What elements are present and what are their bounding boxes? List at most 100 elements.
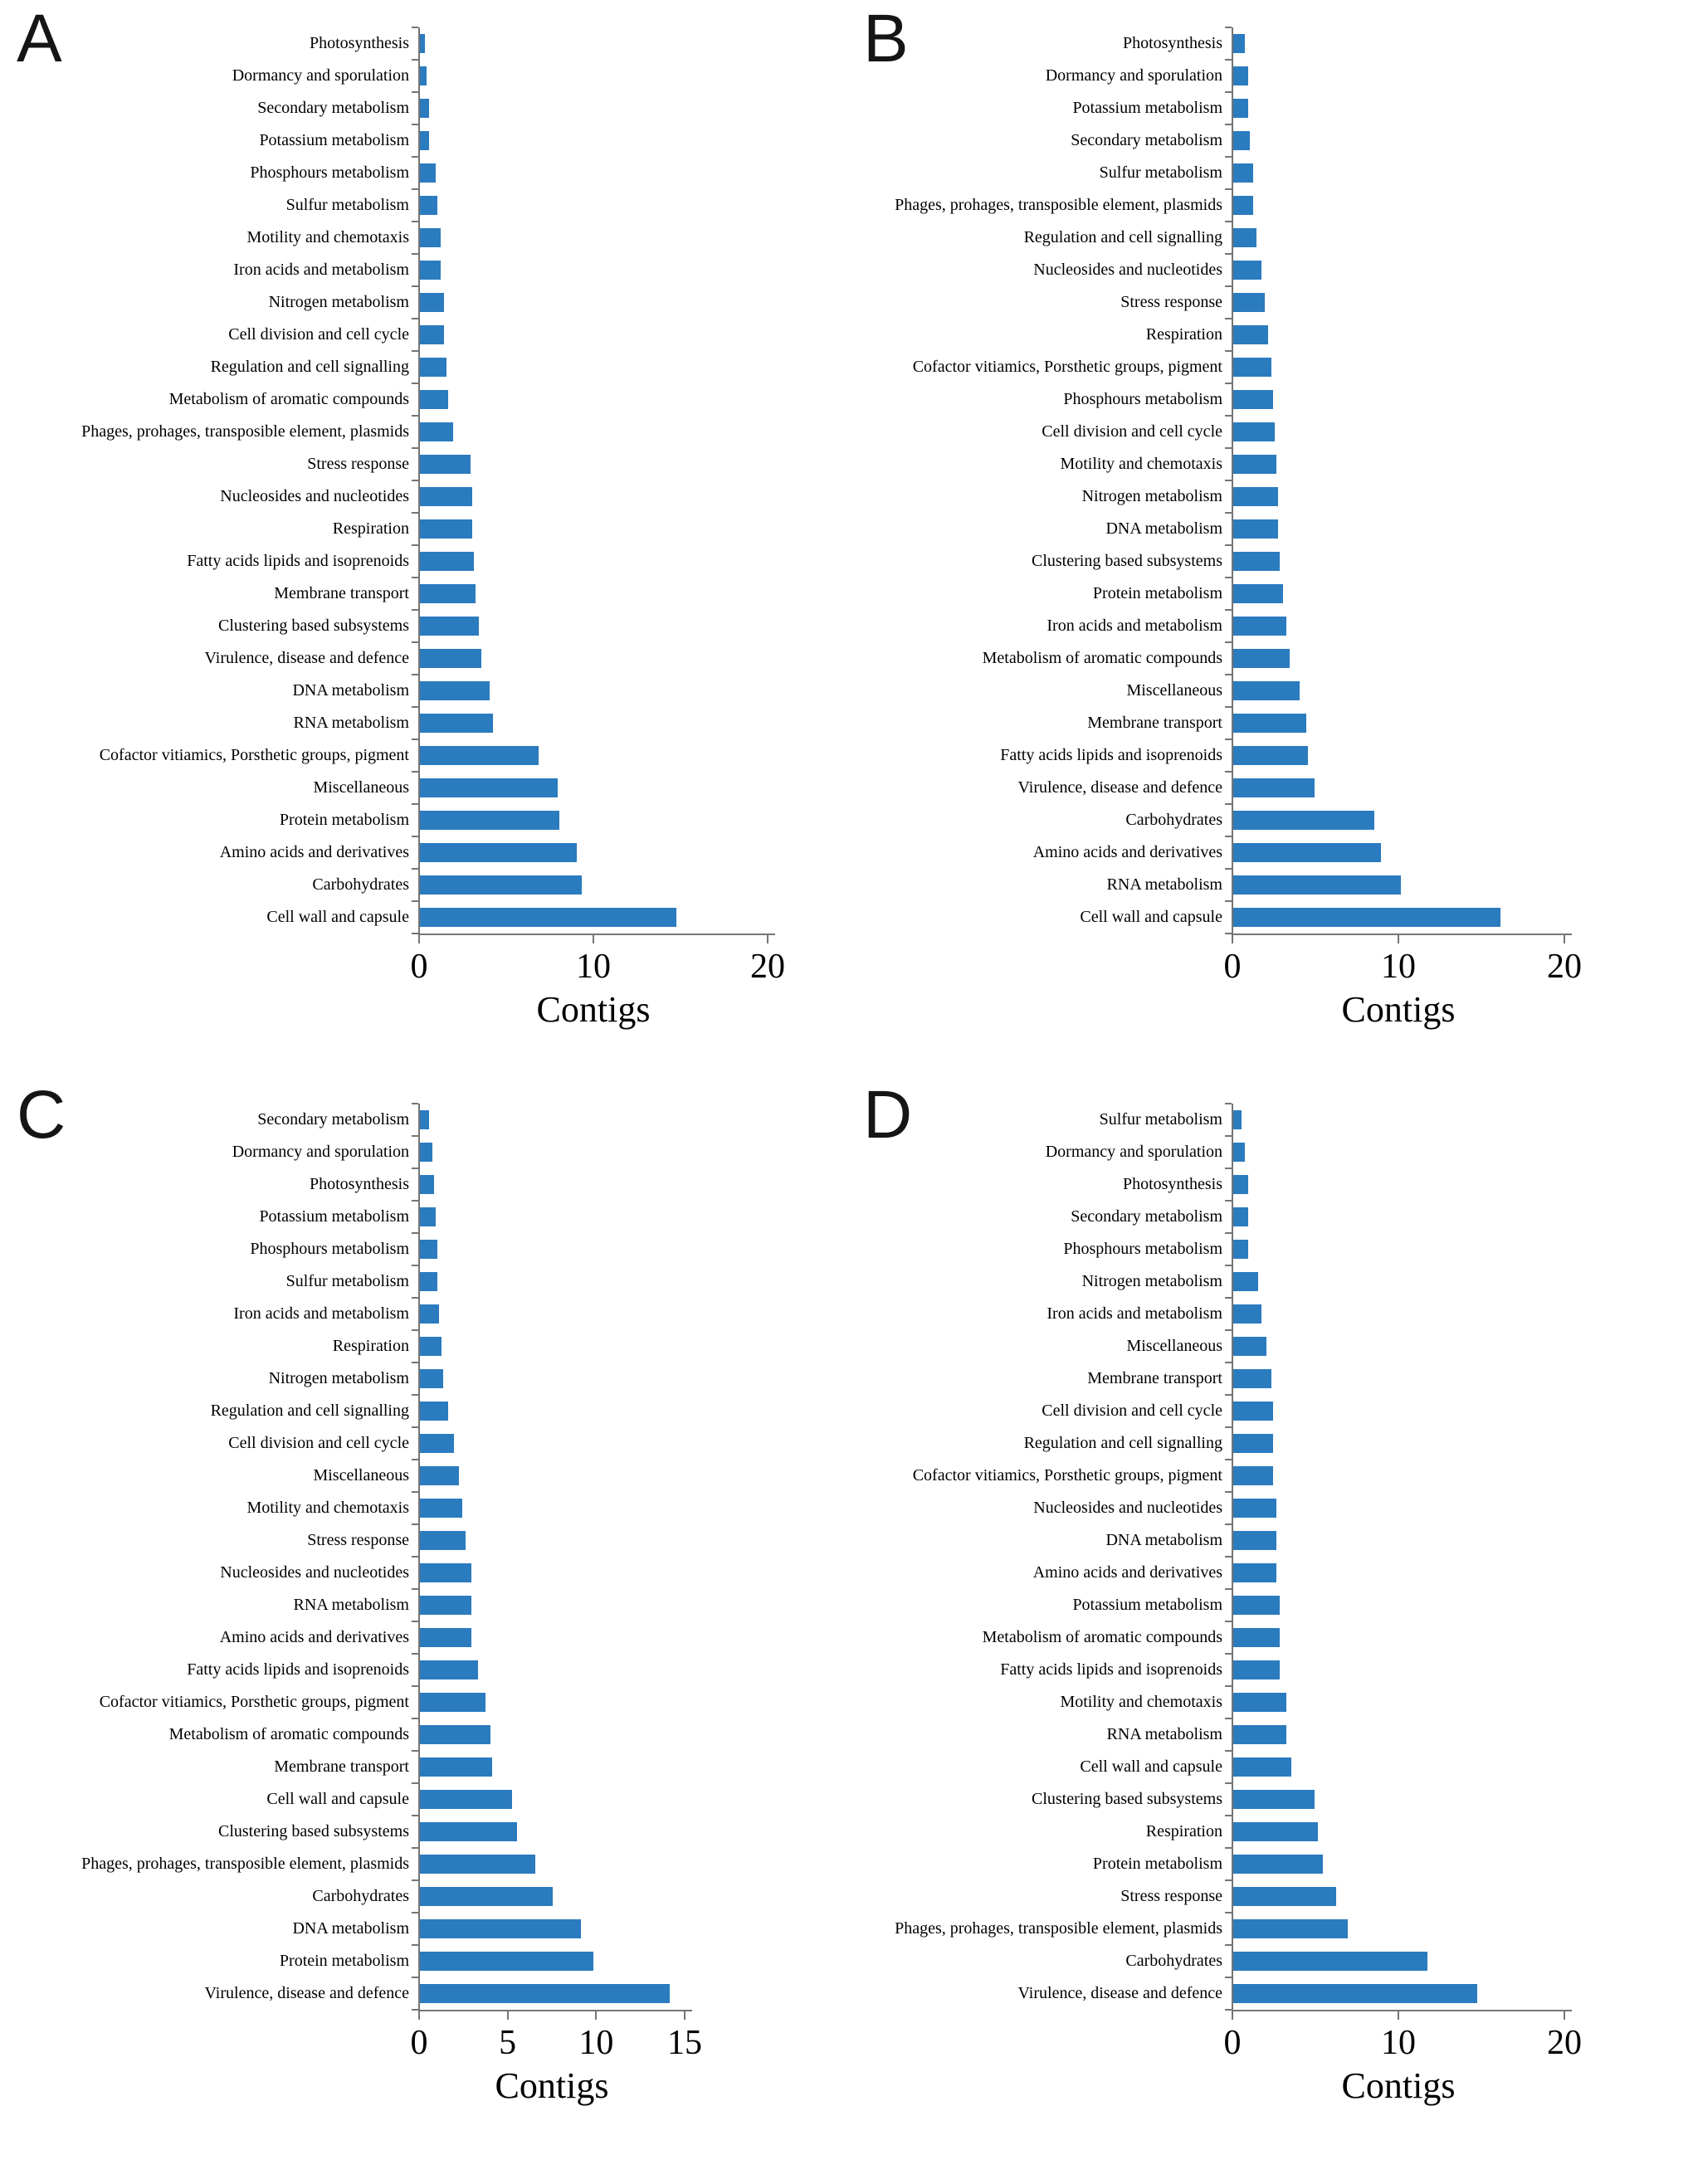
- y-tick: [1225, 1265, 1232, 1266]
- bar-amino-acids-and-derivatives: [1233, 1563, 1276, 1582]
- y-tick: [412, 1394, 418, 1396]
- y-tick: [412, 1426, 418, 1428]
- x-tick: [418, 2011, 420, 2020]
- y-tick: [1225, 1653, 1232, 1655]
- y-axis: [418, 1104, 420, 2011]
- category-label: Motility and chemotaxis: [1060, 1693, 1222, 1711]
- category-label: Secondary metabolism: [257, 1110, 409, 1129]
- category-label: RNA metabolism: [293, 714, 409, 732]
- y-tick: [1225, 27, 1232, 28]
- category-label: Phosphours metabolism: [250, 163, 409, 182]
- category-label: Phages, prohages, transposible element, …: [81, 1855, 409, 1873]
- bar-iron-acids-and-metabolism: [1233, 617, 1286, 636]
- x-tick: [1232, 2011, 1233, 2020]
- bar-carbohydrates: [420, 1887, 553, 1906]
- bar-dna-metabolism: [420, 1919, 581, 1938]
- x-tick-label: 15: [667, 2024, 702, 2062]
- panel-d: D Sulfur metabolism Dormancy and sporulat…: [846, 1076, 1693, 2152]
- y-tick: [412, 512, 418, 514]
- y-tick: [412, 1232, 418, 1234]
- y-tick: [1225, 868, 1232, 870]
- bar-respiration: [1233, 1822, 1318, 1841]
- y-tick: [412, 1750, 418, 1752]
- bar-sulfur-metabolism: [1233, 163, 1253, 183]
- y-tick: [412, 156, 418, 158]
- panel-c: C Secondary metabolism Dormancy and sporu…: [0, 1076, 846, 2152]
- bar-secondary-metabolism: [420, 1110, 429, 1129]
- bar-miscellaneous: [1233, 1337, 1266, 1356]
- bar-cofactor-vitiamics-porsthetic-groups-pigment: [1233, 358, 1271, 377]
- bar-clustering-based-subsystems: [1233, 552, 1280, 571]
- x-tick-label: 10: [576, 948, 611, 986]
- y-tick: [412, 285, 418, 287]
- bar-cell-wall-and-capsule: [420, 908, 676, 927]
- category-label: Fatty acids lipids and isoprenoids: [1000, 1660, 1222, 1679]
- category-label: Nucleosides and nucleotides: [1033, 1499, 1222, 1517]
- category-label: Respiration: [1145, 1822, 1222, 1840]
- y-tick: [1225, 1168, 1232, 1169]
- category-label: Iron acids and metabolism: [233, 1304, 409, 1323]
- category-label: RNA metabolism: [1106, 1725, 1222, 1743]
- y-tick: [412, 447, 418, 449]
- bar-regulation-and-cell-signalling: [420, 1402, 448, 1421]
- bar-cell-wall-and-capsule: [420, 1790, 512, 1809]
- y-tick: [1225, 1847, 1232, 1849]
- y-tick: [1225, 1523, 1232, 1525]
- bar-clustering-based-subsystems: [420, 1822, 517, 1841]
- y-tick: [412, 1718, 418, 1719]
- category-label: Fatty acids lipids and isoprenoids: [187, 552, 409, 570]
- bar-stress-response: [1233, 1887, 1336, 1906]
- y-tick: [412, 577, 418, 578]
- panel-c-bar-chart: Secondary metabolism Dormancy and sporula…: [0, 1103, 846, 2184]
- category-label: Fatty acids lipids and isoprenoids: [187, 1660, 409, 1679]
- y-tick: [1225, 1912, 1232, 1913]
- bar-respiration: [420, 1337, 442, 1356]
- bar-dna-metabolism: [420, 681, 490, 700]
- y-axis: [418, 27, 420, 935]
- category-label: Carbohydrates: [312, 875, 409, 894]
- category-label: Membrane transport: [274, 1757, 409, 1776]
- y-axis: [1232, 1104, 1233, 2011]
- y-tick: [412, 609, 418, 611]
- bar-motility-and-chemotaxis: [1233, 1693, 1286, 1712]
- bar-fatty-acids-lipids-and-isoprenoids: [1233, 1660, 1280, 1679]
- x-tick-label: 0: [1223, 948, 1242, 986]
- category-label: Membrane transport: [1087, 1369, 1222, 1387]
- y-tick: [412, 1653, 418, 1655]
- category-label: DNA metabolism: [292, 681, 409, 700]
- bar-dormancy-and-sporulation: [420, 1143, 432, 1162]
- category-label: Cell wall and capsule: [1080, 1757, 1222, 1776]
- bar-protein-metabolism: [420, 811, 559, 830]
- y-tick: [1225, 609, 1232, 611]
- panel-c-letter: C: [17, 1077, 66, 1153]
- category-label: Regulation and cell signalling: [210, 358, 409, 376]
- bar-virulence-disease-and-defence: [420, 649, 481, 668]
- bar-cell-division-and-cell-cycle: [420, 1434, 454, 1453]
- category-label: Metabolism of aromatic compounds: [982, 1628, 1222, 1646]
- y-tick: [1225, 900, 1232, 902]
- bar-virulence-disease-and-defence: [420, 1984, 670, 2003]
- bar-iron-acids-and-metabolism: [420, 261, 441, 280]
- panel-b-letter: B: [863, 1, 909, 76]
- y-axis: [1232, 27, 1233, 935]
- y-tick: [1225, 1718, 1232, 1719]
- bar-regulation-and-cell-signalling: [420, 358, 446, 377]
- category-label: Phages, prohages, transposible element, …: [895, 196, 1222, 214]
- y-tick: [1225, 318, 1232, 319]
- category-label: Miscellaneous: [1126, 1337, 1222, 1355]
- bar-sulfur-metabolism: [420, 1272, 437, 1291]
- panel-d-bar-chart: Sulfur metabolism Dormancy and sporulatio…: [846, 1103, 1693, 2184]
- y-tick: [1225, 1977, 1232, 1978]
- bar-virulence-disease-and-defence: [1233, 778, 1315, 797]
- bar-rna-metabolism: [1233, 1725, 1286, 1744]
- category-label: Amino acids and derivatives: [1032, 843, 1222, 861]
- category-label: Amino acids and derivatives: [1032, 1563, 1222, 1582]
- x-tick: [767, 935, 768, 943]
- x-tick-label: 0: [410, 2024, 428, 2062]
- bar-respiration: [1233, 325, 1268, 344]
- category-label: DNA metabolism: [292, 1919, 409, 1938]
- x-tick-label: 0: [410, 948, 428, 986]
- y-tick: [1225, 188, 1232, 190]
- y-tick: [1225, 771, 1232, 773]
- bar-amino-acids-and-derivatives: [1233, 843, 1381, 862]
